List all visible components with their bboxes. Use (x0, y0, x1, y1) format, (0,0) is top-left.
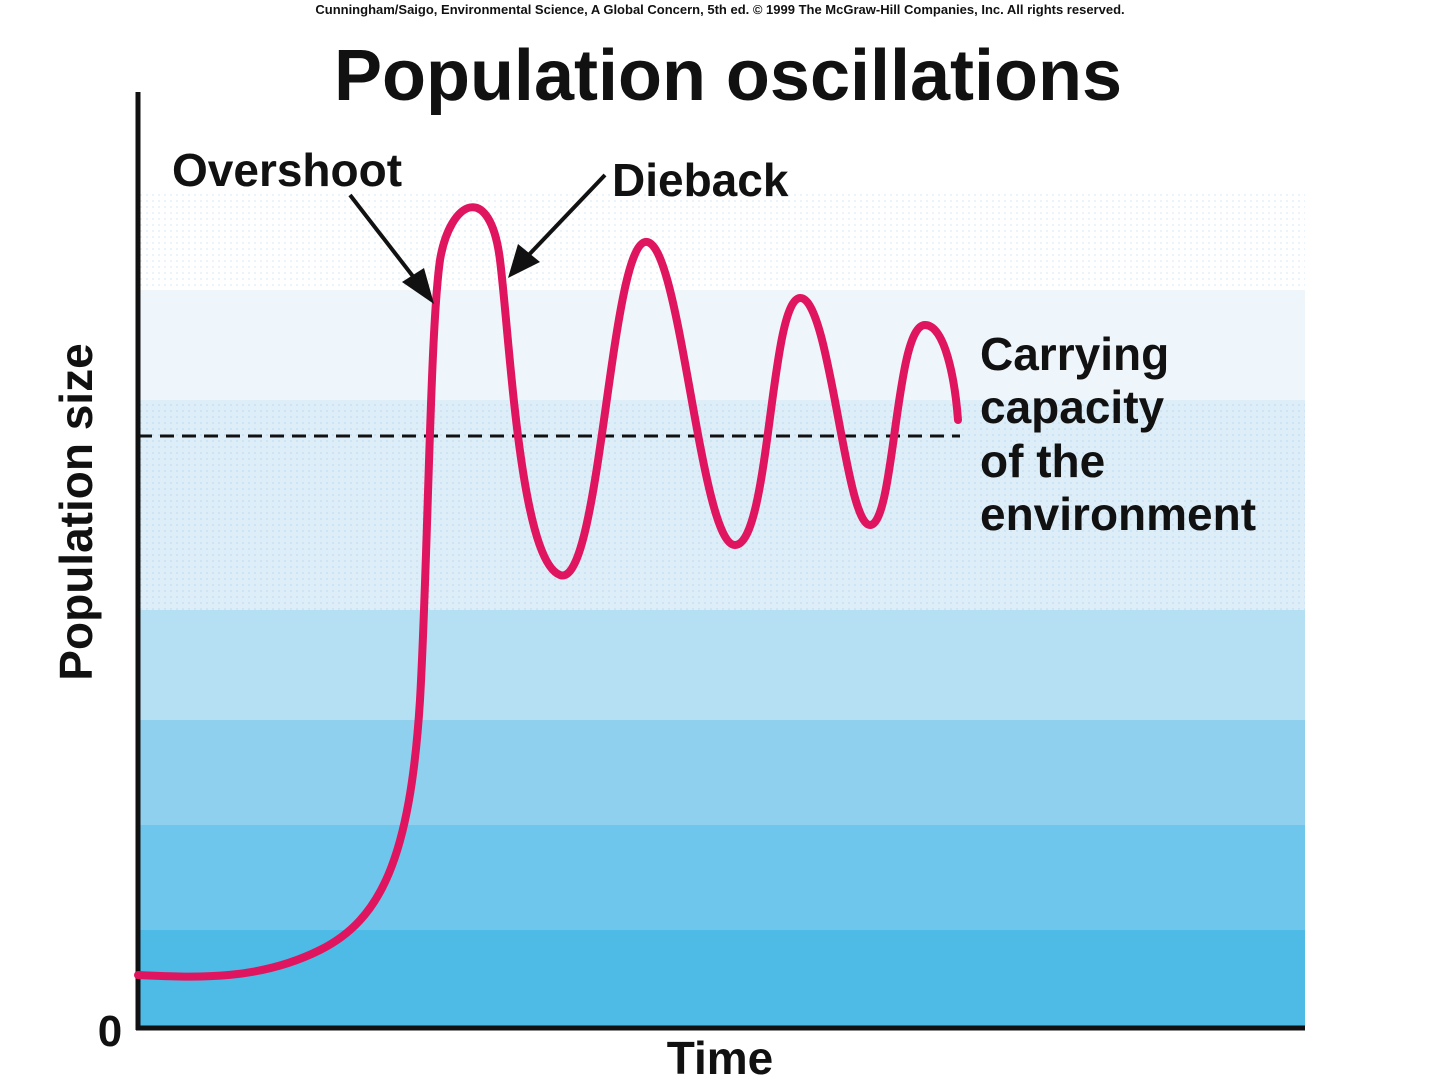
title: Population oscillations (334, 36, 1122, 116)
carrying-capacity-label: environment (980, 488, 1256, 540)
dieback-label: Dieback (612, 154, 789, 206)
y-axis-label: Population size (50, 343, 102, 680)
population-curve (134, 203, 962, 981)
overshoot-label: Overshoot (172, 144, 402, 196)
source-credit: Cunningham/Saigo, Environmental Science,… (315, 2, 1124, 17)
dieback-arrow (508, 173, 607, 278)
carrying-capacity-label: capacity (980, 381, 1165, 433)
carrying-capacity-label: of the (980, 435, 1105, 487)
overshoot-arrow (348, 193, 434, 304)
y-origin-label: 0 (98, 1007, 122, 1056)
background-bands (138, 190, 1305, 1028)
x-axis-label: Time (667, 1032, 774, 1080)
carrying-capacity-label: Carrying (980, 328, 1169, 380)
